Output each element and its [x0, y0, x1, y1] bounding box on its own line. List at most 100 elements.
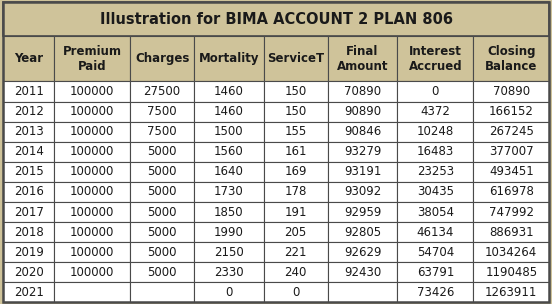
Bar [397, 162, 473, 182]
Bar [3, 282, 54, 302]
Text: 5000: 5000 [147, 165, 177, 178]
Bar [264, 202, 327, 222]
Bar [264, 262, 327, 282]
Text: 2012: 2012 [14, 105, 44, 118]
Bar [3, 242, 54, 262]
Text: 169: 169 [284, 165, 307, 178]
Bar [328, 282, 397, 302]
Text: 1730: 1730 [214, 185, 244, 199]
Bar [328, 262, 397, 282]
Text: 493451: 493451 [489, 165, 534, 178]
Text: 377007: 377007 [489, 145, 534, 158]
Bar [54, 182, 130, 202]
Bar [54, 242, 130, 262]
Bar [473, 142, 549, 162]
Text: Interest
Accrued: Interest Accrued [408, 45, 462, 73]
Bar [194, 162, 264, 182]
Text: 205: 205 [285, 226, 307, 239]
Bar [54, 202, 130, 222]
Bar [473, 122, 549, 142]
Text: 63791: 63791 [417, 266, 454, 279]
Bar [328, 36, 397, 81]
Text: 1560: 1560 [214, 145, 244, 158]
Bar [473, 262, 549, 282]
Bar [3, 36, 54, 81]
Text: 240: 240 [284, 266, 307, 279]
Bar [3, 182, 54, 202]
Text: 70890: 70890 [493, 85, 530, 98]
Bar [473, 102, 549, 122]
Text: 100000: 100000 [70, 165, 114, 178]
Bar [54, 142, 130, 162]
Bar [328, 162, 397, 182]
Text: 2014: 2014 [14, 145, 44, 158]
Text: 5000: 5000 [147, 206, 177, 219]
Bar [264, 36, 327, 81]
Text: 92805: 92805 [344, 226, 381, 239]
Bar [328, 122, 397, 142]
Bar [54, 102, 130, 122]
Text: Closing
Balance: Closing Balance [485, 45, 538, 73]
Text: 23253: 23253 [417, 165, 454, 178]
Text: 150: 150 [285, 105, 307, 118]
Text: 1190485: 1190485 [485, 266, 537, 279]
Text: 267245: 267245 [489, 125, 534, 138]
Bar [328, 242, 397, 262]
Bar [130, 262, 194, 282]
Text: 100000: 100000 [70, 85, 114, 98]
Bar [130, 102, 194, 122]
Bar [130, 162, 194, 182]
Bar [3, 162, 54, 182]
Text: 27500: 27500 [144, 85, 181, 98]
Text: 1500: 1500 [214, 125, 244, 138]
Bar [3, 2, 549, 36]
Text: ServiceT: ServiceT [267, 53, 324, 65]
Text: 2011: 2011 [14, 85, 44, 98]
Bar [54, 36, 130, 81]
Bar [54, 222, 130, 242]
Text: 92629: 92629 [344, 246, 381, 259]
Text: 100000: 100000 [70, 246, 114, 259]
Text: Mortality: Mortality [199, 53, 259, 65]
Bar [130, 202, 194, 222]
Bar [397, 282, 473, 302]
Bar [3, 202, 54, 222]
Bar [328, 222, 397, 242]
Bar [194, 282, 264, 302]
Bar [397, 81, 473, 102]
Bar [264, 122, 327, 142]
Bar [264, 102, 327, 122]
Text: 0: 0 [292, 286, 299, 299]
Bar [397, 102, 473, 122]
Text: 2021: 2021 [14, 286, 44, 299]
Text: 70890: 70890 [344, 85, 381, 98]
Bar [264, 222, 327, 242]
Text: 2019: 2019 [14, 246, 44, 259]
Text: 54704: 54704 [417, 246, 454, 259]
Text: Charges: Charges [135, 53, 189, 65]
Bar [397, 222, 473, 242]
Bar [3, 262, 54, 282]
Text: 2330: 2330 [214, 266, 244, 279]
Text: 5000: 5000 [147, 246, 177, 259]
Bar [194, 182, 264, 202]
Bar [54, 282, 130, 302]
Text: 100000: 100000 [70, 105, 114, 118]
Text: 150: 150 [285, 85, 307, 98]
Text: 0: 0 [225, 286, 232, 299]
Text: 93191: 93191 [344, 165, 381, 178]
Text: 7500: 7500 [147, 105, 177, 118]
Text: 2150: 2150 [214, 246, 244, 259]
Text: 73426: 73426 [417, 286, 454, 299]
Bar [130, 122, 194, 142]
Text: 1850: 1850 [214, 206, 244, 219]
Text: 30435: 30435 [417, 185, 454, 199]
Bar [328, 102, 397, 122]
Text: Year: Year [14, 53, 43, 65]
Text: 2015: 2015 [14, 165, 44, 178]
Bar [130, 81, 194, 102]
Text: 2013: 2013 [14, 125, 44, 138]
Bar [3, 142, 54, 162]
Text: 0: 0 [432, 85, 439, 98]
Text: 92959: 92959 [344, 206, 381, 219]
